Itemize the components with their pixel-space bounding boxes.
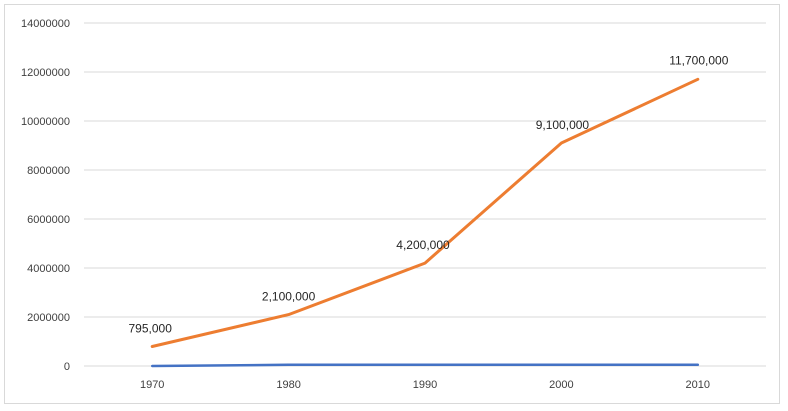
y-tick-label: 14000000 bbox=[21, 18, 70, 30]
y-tick-label: 0 bbox=[64, 361, 70, 373]
y-tick-label: 2000000 bbox=[27, 312, 70, 324]
data-label: 2,100,000 bbox=[262, 290, 316, 304]
data-label: 11,700,000 bbox=[669, 53, 728, 67]
x-tick-label: 2000 bbox=[549, 379, 573, 391]
y-tick-label: 10000000 bbox=[21, 116, 70, 128]
y-tick-label: 8000000 bbox=[27, 165, 70, 177]
x-tick-label: 1990 bbox=[413, 379, 437, 391]
data-label: 4,200,000 bbox=[396, 238, 450, 252]
chart-frame bbox=[4, 4, 780, 404]
y-tick-label: 12000000 bbox=[21, 67, 70, 79]
x-tick-label: 1980 bbox=[276, 379, 300, 391]
x-tick-label: 2010 bbox=[686, 379, 710, 391]
data-label: 9,100,000 bbox=[536, 118, 590, 132]
series-line-1 bbox=[150, 77, 700, 348]
series-line-2 bbox=[150, 363, 700, 368]
data-label: 795,000 bbox=[129, 322, 173, 336]
y-tick-label: 4000000 bbox=[27, 263, 70, 275]
y-tick-label: 6000000 bbox=[27, 214, 70, 226]
x-tick-label: 1970 bbox=[140, 379, 164, 391]
